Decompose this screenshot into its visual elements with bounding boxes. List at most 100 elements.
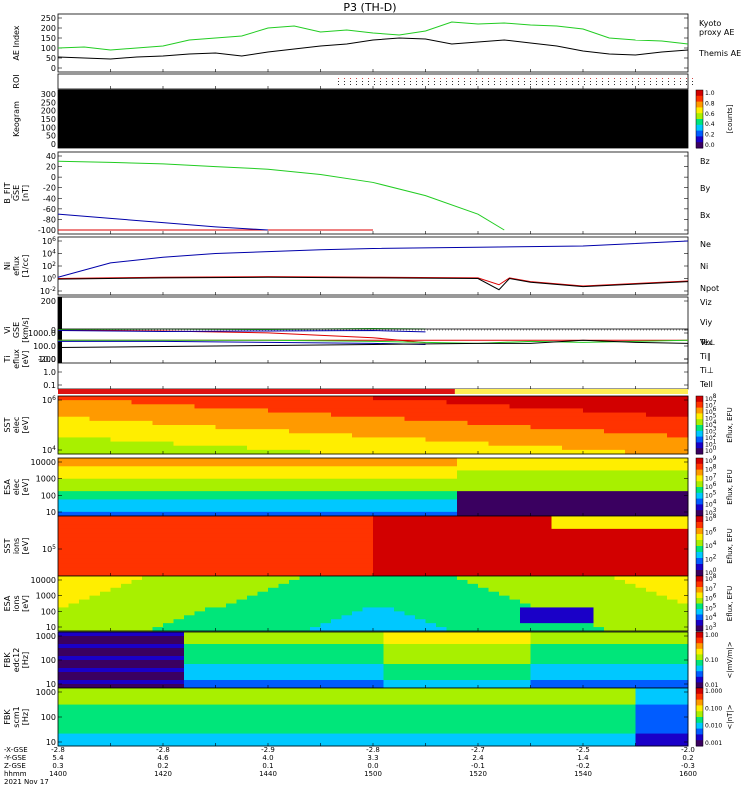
sst_i-cell [677, 554, 689, 560]
fbk_b-cell [142, 692, 153, 697]
esa_e-cell [331, 503, 342, 509]
esa_e-cell [289, 482, 300, 488]
fbk_e-cell [257, 668, 269, 673]
sst_e-cell [614, 429, 626, 434]
bfield-ytick-label: 40 [46, 152, 56, 161]
fbk_e-cell [551, 652, 563, 657]
sst_i-cell [425, 554, 437, 560]
fbk_e-cell [215, 632, 227, 637]
esa_e-cell [194, 503, 206, 509]
esa_i-cell [499, 576, 510, 581]
fbk_e-cell [509, 664, 521, 669]
sst_e-cell [520, 449, 531, 455]
esa_e-cell [299, 507, 311, 513]
sst_e-cell [352, 441, 363, 447]
sst_e-cell [310, 400, 321, 405]
sst_e-cell [509, 408, 521, 414]
esa_i-cell [299, 615, 311, 620]
sst_e-cell [310, 429, 321, 434]
esa_e-cell [289, 458, 300, 463]
fbk_e-cell [268, 632, 279, 637]
sst_i-cell [509, 563, 521, 568]
esa_i-cell [289, 627, 300, 632]
esa_i-cell [541, 599, 552, 604]
fbk_b-cell [58, 704, 69, 710]
sst_i-cell [205, 567, 216, 573]
esa_i-cell [131, 579, 143, 585]
esa_i-cell [289, 603, 300, 608]
sst_i-cell [152, 558, 164, 564]
esa_e-cell [184, 491, 195, 496]
esa_e-cell [184, 495, 195, 500]
sst_i-cell [257, 546, 269, 551]
sst_i-cell [194, 537, 206, 543]
roi-dot [668, 78, 669, 79]
roi-dot [692, 81, 693, 82]
esa_i-cell [572, 619, 584, 624]
bfield-legend: By [700, 184, 710, 193]
sst_e-cell [184, 429, 195, 434]
fbk_e-cell [520, 664, 531, 669]
esa_i-cell [415, 607, 426, 612]
fbk_e-cell [289, 648, 300, 653]
esa_i-cell [488, 627, 500, 632]
density-legend: Npot [700, 284, 719, 293]
sst_i-cell [635, 563, 647, 568]
esa_e-cell [488, 499, 500, 505]
esa_i-cell [68, 576, 80, 581]
sst_e-cell [415, 429, 426, 434]
esa_e-cell [289, 495, 300, 500]
sst_e-cell [320, 429, 332, 434]
roi-dot [542, 78, 543, 79]
sst_i-cell [352, 546, 363, 551]
fbk_e-cell [677, 660, 689, 665]
sst_i-cell [278, 558, 290, 564]
sst_i-cell [89, 537, 101, 543]
fbk_e-cell [383, 656, 395, 661]
esa_e-cell [383, 511, 395, 517]
roi-dot [338, 81, 339, 82]
fbk_b-cell [58, 729, 69, 735]
fbk_e-cell [425, 644, 437, 649]
fbk_b-cell [152, 725, 164, 730]
sst_e-cell [152, 433, 164, 438]
sst_i-cell [68, 533, 80, 538]
fbk_e-cell [625, 676, 636, 681]
roi-dot [434, 81, 435, 82]
sst_i-cell [320, 571, 332, 577]
esa_i-cell [289, 619, 300, 624]
sst_e-cell [667, 433, 678, 438]
esa_e-ylabel-line: [eV] [21, 479, 30, 496]
esa_e-cell [457, 466, 468, 471]
sst_i-cell [509, 546, 521, 551]
esa_e-colorbar-segment [696, 510, 703, 517]
fbk_e-cell [289, 660, 300, 665]
sst_e-cell [635, 437, 647, 443]
fbk_e-cell [310, 636, 321, 641]
fbk_b-cell [152, 696, 164, 701]
esa_e-cell [551, 511, 563, 517]
esa_i-cell [310, 587, 321, 593]
esa_i-cell [530, 587, 542, 593]
fbk_e-cell [184, 644, 195, 649]
esa_i-cell [89, 615, 101, 620]
sst_i-cell [152, 537, 164, 543]
fbk_e-cell [667, 652, 678, 657]
fbk_e-cell [635, 672, 647, 677]
esa_i-cell [541, 576, 552, 581]
esa_i-cell [415, 615, 426, 620]
esa_e-cell [530, 511, 542, 517]
sst_e-cell [58, 425, 69, 430]
esa_e-cell [604, 491, 615, 496]
fbk_e-cell [142, 636, 153, 641]
esa_i-cell [226, 579, 237, 585]
esa_e-cell [110, 507, 122, 513]
sst_i-cell [656, 554, 668, 560]
sst_e-cell [425, 441, 437, 447]
sst_i-cell [194, 563, 206, 568]
esa_i-cell [677, 599, 689, 604]
esa_e-cell [58, 507, 69, 513]
fbk_e-cell [551, 648, 563, 653]
sst_i-cell [352, 558, 363, 564]
sst_e-cell [341, 400, 353, 405]
